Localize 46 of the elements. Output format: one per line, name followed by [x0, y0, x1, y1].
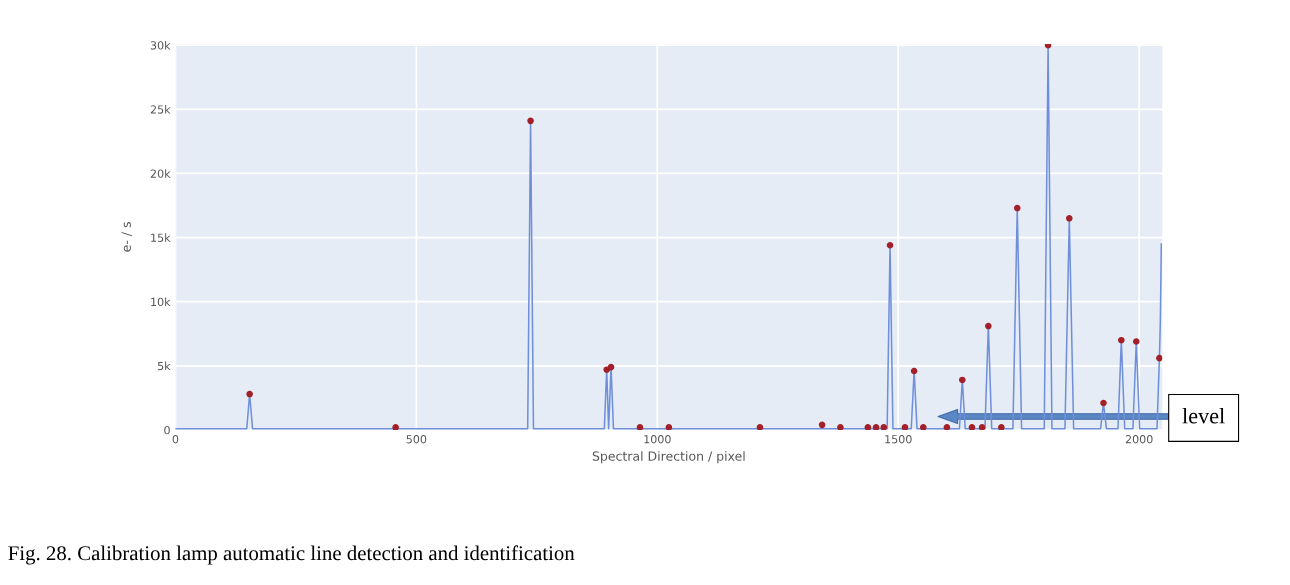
y-tick-label: 20k	[150, 169, 171, 178]
point	[959, 376, 966, 384]
point	[392, 424, 399, 430]
point	[607, 363, 615, 371]
x-tick-label: 500	[406, 435, 427, 444]
point	[1100, 399, 1107, 407]
point	[665, 424, 673, 430]
x-tick-label: 0	[172, 435, 179, 444]
caption: Fig. 28. Calibration lamp automatic line detection and identification	[8, 545, 575, 565]
point	[527, 117, 534, 125]
text: level	[1182, 407, 1225, 424]
point	[864, 424, 872, 430]
point	[901, 424, 909, 430]
point	[837, 424, 844, 430]
x-tick-label: 1500	[885, 435, 912, 444]
point	[886, 241, 894, 249]
y-tick-label: 5k	[157, 361, 171, 371]
point	[818, 421, 826, 429]
y-tick-label: 15k	[151, 233, 171, 242]
x-tick-label: 1000	[644, 435, 671, 444]
point	[756, 424, 764, 430]
y-tick-label: 10k	[151, 297, 171, 307]
line-series	[175, 44, 1163, 430]
point	[968, 424, 976, 430]
point	[1044, 43, 1052, 49]
y-axis-title: e- / s	[121, 222, 132, 252]
point	[1065, 215, 1073, 222]
point	[1156, 354, 1163, 362]
point	[978, 424, 986, 430]
y-tick-label: 25k	[150, 105, 171, 114]
point	[1013, 204, 1021, 212]
point	[919, 424, 927, 430]
point	[636, 424, 644, 430]
x-axis-title: Spectral Direction / pixel	[592, 451, 745, 464]
point	[910, 367, 918, 375]
y-tick-label: 0	[164, 425, 170, 435]
point	[943, 424, 951, 430]
y-tick-label: 30k	[150, 40, 171, 50]
point	[872, 424, 880, 430]
point	[1118, 336, 1125, 344]
point	[998, 424, 1005, 430]
point	[246, 390, 253, 398]
point	[985, 322, 992, 330]
x-tick-label: 2000	[1125, 435, 1153, 444]
point	[1132, 338, 1140, 345]
point	[880, 424, 888, 430]
